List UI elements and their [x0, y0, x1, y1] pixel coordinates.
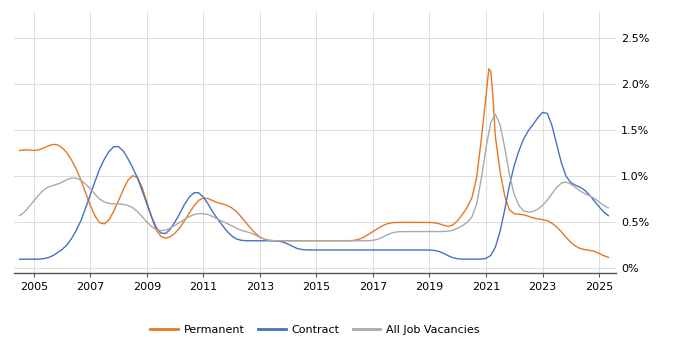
Legend: Permanent, Contract, All Job Vacancies: Permanent, Contract, All Job Vacancies: [146, 321, 484, 340]
